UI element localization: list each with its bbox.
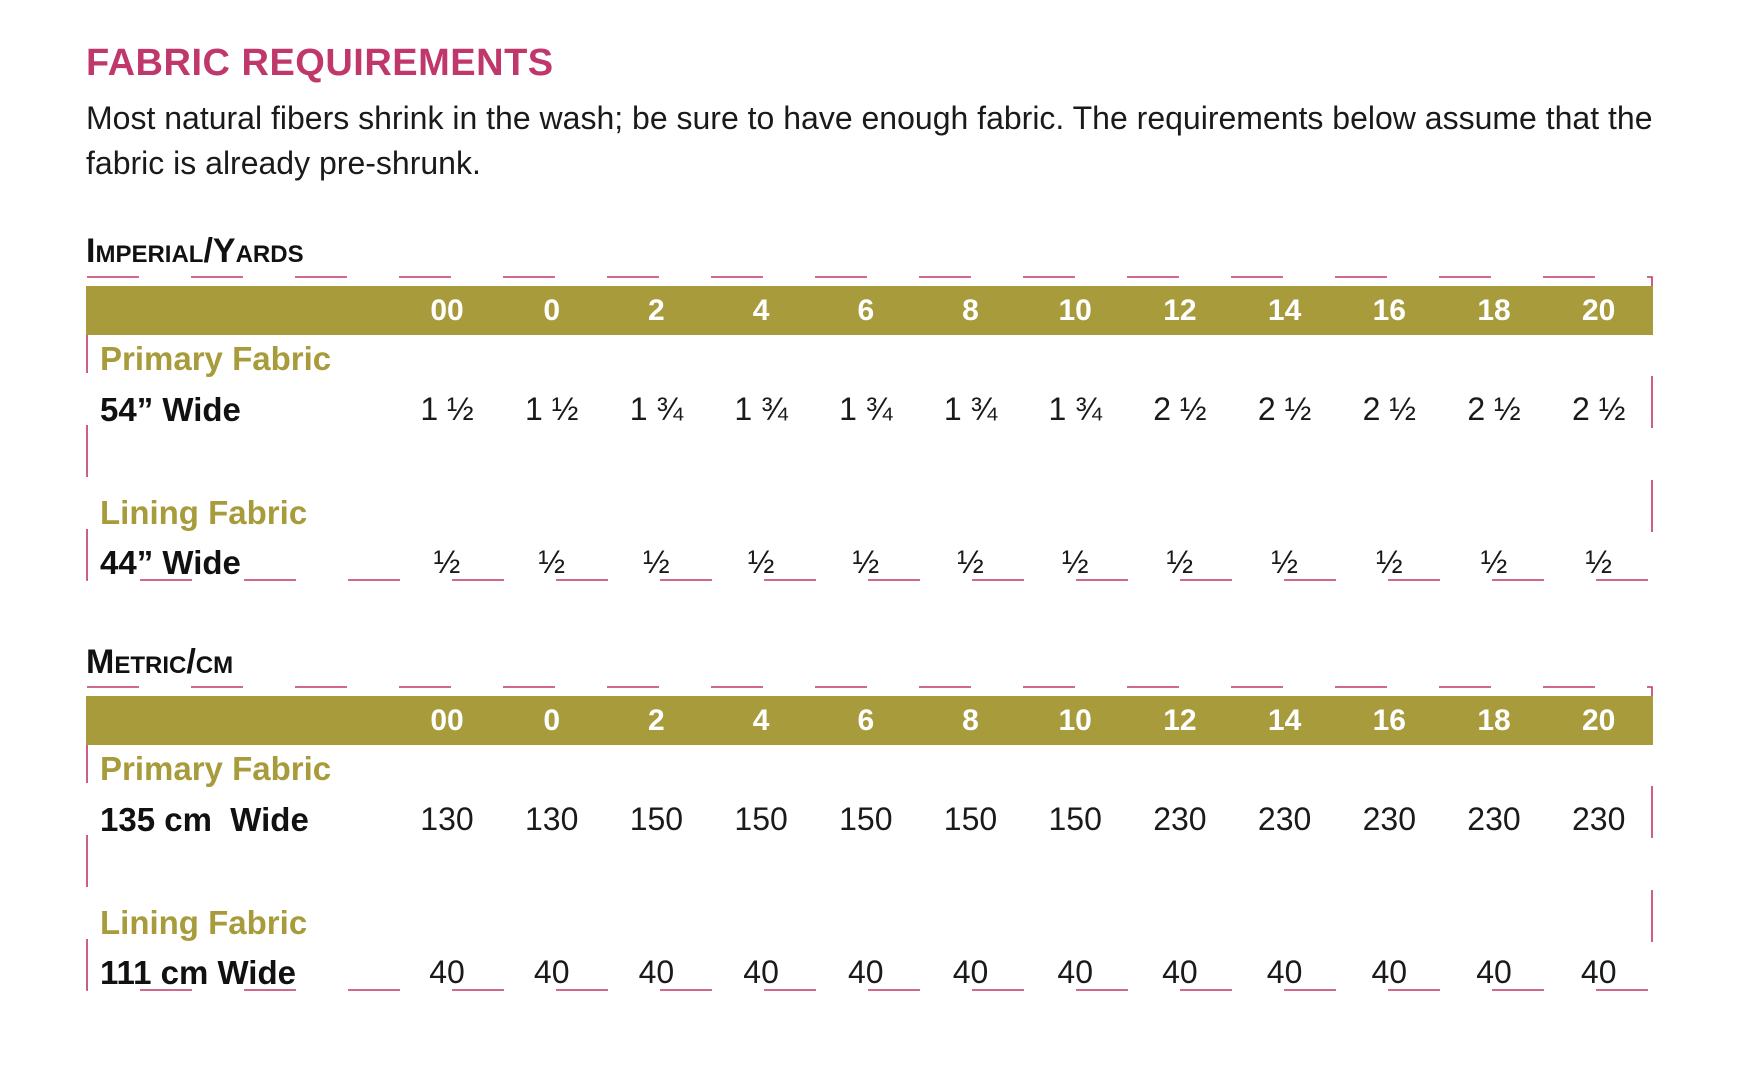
yardage-value: 230: [1153, 801, 1207, 837]
yardage-value: 230: [1467, 801, 1521, 837]
size-header-cell: 4: [752, 294, 770, 327]
yardage-value: 40: [533, 954, 570, 990]
yardage-value: 1 ¾: [943, 391, 998, 427]
size-header-cell: 18: [1477, 294, 1511, 327]
size-header-cell: 2: [648, 294, 665, 327]
size-header-cell: 6: [857, 294, 875, 327]
fabric-type-label: Primary Fabric: [100, 750, 332, 787]
yardage-value: 150: [629, 801, 684, 837]
size-header-cell: 20: [1582, 294, 1616, 327]
section-title: Imperial/Yards: [86, 232, 304, 270]
yardage-value: 40: [1371, 954, 1408, 990]
fabric-width-label: 54” Wide: [100, 391, 241, 428]
yardage-value: 1 ½: [420, 391, 474, 427]
yardage-value: 230: [1571, 801, 1626, 837]
size-header-cell: 8: [962, 704, 979, 737]
yardage-value: 150: [839, 801, 893, 837]
yardage-value: 150: [943, 801, 998, 837]
yardage-value: ½: [1061, 544, 1089, 580]
size-header-cell: 14: [1267, 294, 1302, 327]
size-header-cell: 10: [1058, 294, 1092, 327]
yardage-value: ½: [1166, 544, 1194, 580]
yardage-value: 1 ½: [525, 391, 579, 427]
yardage-value: ½: [1271, 544, 1298, 580]
fabric-width-label: 44” Wide: [100, 544, 241, 581]
yardage-value: 1 ¾: [629, 391, 684, 427]
size-header-band: 00 0 2 4 6 8 10 12 14 16 18 20: [86, 286, 1653, 335]
size-header-cell: 00: [430, 704, 464, 737]
yardage-value: 40: [429, 954, 465, 990]
yardage-value: 130: [524, 801, 579, 837]
yardage-value: 40: [1266, 954, 1303, 990]
yardage-value: ½: [852, 544, 880, 580]
yardage-value: 150: [734, 801, 788, 837]
yardage-value: 40: [1057, 954, 1093, 990]
yardage-value: 1 ¾: [839, 391, 893, 427]
yardage-value: ½: [957, 544, 984, 580]
yardage-value: ½: [1480, 544, 1508, 580]
yardage-value: ½: [643, 544, 670, 580]
yardage-value: ½: [538, 544, 566, 580]
size-header-cell: 0: [543, 294, 561, 327]
size-header-cell: 18: [1477, 704, 1511, 737]
requirements-table: 00 0 2 4 6 8 10 12 14 16 18 20 Primary Fabric 54” Wid…: [86, 276, 1653, 581]
yardage-value: ½: [1585, 544, 1613, 580]
fabric-type-label: Lining Fabric: [100, 494, 308, 531]
yardage-value: ½: [433, 544, 461, 580]
size-header-cell: 14: [1267, 704, 1302, 737]
yardage-value: 2 ½: [1153, 391, 1207, 427]
section-title: Metric/cm: [86, 643, 234, 681]
yardage-value: 40: [952, 954, 989, 990]
yardage-value: 2 ½: [1572, 391, 1626, 427]
intro-paragraph: Most natural fibers shrink in the wash; …: [86, 100, 1653, 181]
yardage-value: 2 ½: [1362, 391, 1416, 427]
yardage-value: 40: [848, 954, 884, 990]
fabric-width-label: 135 cm Wide: [100, 801, 309, 838]
fabric-width-label: 111 cm Wide: [100, 954, 296, 991]
size-header-cell: 10: [1058, 704, 1092, 737]
size-header-cell: 12: [1163, 294, 1197, 327]
requirements-table: 00 0 2 4 6 8 10 12 14 16 18 20 Primary Fabric 135 cm …: [86, 686, 1653, 991]
fabric-type-label: Primary Fabric: [100, 340, 332, 377]
size-header-cell: 2: [648, 704, 665, 737]
yardage-value: 2 ½: [1467, 391, 1521, 427]
yardage-value: 1 ¾: [734, 391, 788, 427]
size-header-cell: 6: [857, 704, 875, 737]
yardage-value: 1 ¾: [1048, 391, 1102, 427]
size-header-cell: 0: [543, 704, 561, 737]
yardage-value: 230: [1257, 801, 1312, 837]
size-header-cell: 00: [430, 294, 464, 327]
size-header-cell: 16: [1372, 704, 1406, 737]
yardage-value: ½: [747, 544, 775, 580]
yardage-value: 40: [743, 954, 779, 990]
fabric-type-label: Lining Fabric: [100, 904, 308, 941]
yardage-value: 230: [1362, 801, 1416, 837]
size-header-cell: 12: [1163, 704, 1197, 737]
yardage-value: 40: [1476, 954, 1512, 990]
yardage-value: 40: [638, 954, 675, 990]
yardage-value: 40: [1162, 954, 1198, 990]
page-title: FABRIC REQUIREMENTS: [86, 42, 554, 84]
yardage-value: 130: [420, 801, 474, 837]
size-header-cell: 16: [1372, 294, 1406, 327]
size-header-band: 00 0 2 4 6 8 10 12 14 16 18 20: [86, 696, 1653, 745]
size-header-cell: 4: [752, 704, 770, 737]
size-header-cell: 8: [962, 294, 979, 327]
size-header-cell: 20: [1582, 704, 1616, 737]
yardage-value: 150: [1048, 801, 1102, 837]
yardage-value: ½: [1375, 544, 1403, 580]
yardage-value: 2 ½: [1257, 391, 1312, 427]
yardage-value: 40: [1580, 954, 1617, 990]
